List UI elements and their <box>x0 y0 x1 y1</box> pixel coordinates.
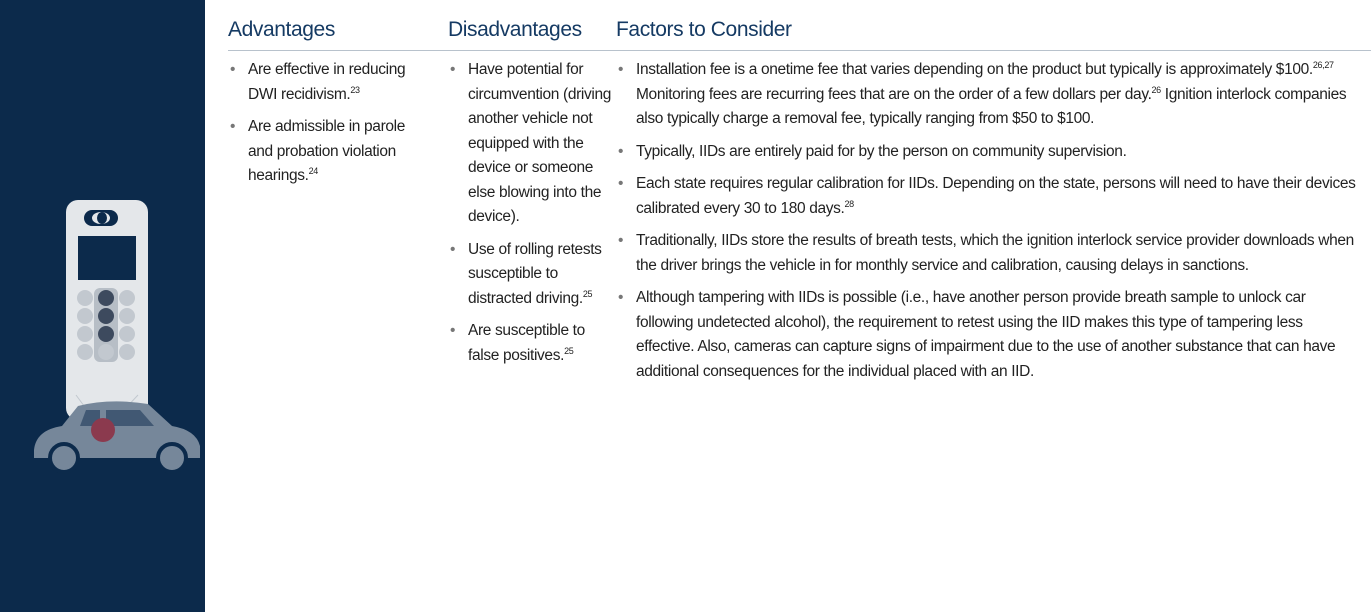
bullet-list: Have potential for circumvention (drivin… <box>448 58 618 368</box>
item-text: Are effective in reducing DWI recidivism… <box>248 61 406 103</box>
item-text: Typically, IIDs are entirely paid for by… <box>636 142 1127 160</box>
item-text: Although tampering with IIDs is possible… <box>636 289 1336 380</box>
item-text: Use of rolling retests susceptible to di… <box>468 240 602 307</box>
item-text: Are susceptible to false positives. <box>468 322 585 364</box>
column: Factors to Consider Installation fee is a… <box>616 18 1361 392</box>
column: Disadvantages Have potential for circumve… <box>448 18 618 376</box>
bullet-item: Have potential for circumvention (drivin… <box>450 58 618 230</box>
footnote-ref: 25 <box>564 345 574 356</box>
bullet-list: Installation fee is a onetime fee that v… <box>616 58 1361 384</box>
column: Advantages Are effective in reducing DWI … <box>228 18 428 197</box>
footnote-ref: 26,27 <box>1312 59 1334 70</box>
bullet-item: Typically, IIDs are entirely paid for by… <box>618 140 1361 165</box>
column-heading: Disadvantages <box>448 18 582 41</box>
footnote-ref: 23 <box>350 84 360 95</box>
bullet-list: Are effective in reducing DWI recidivism… <box>228 58 428 189</box>
bullet-item: Traditionally, IIDs store the results of… <box>618 229 1361 278</box>
bullet-item: Each state requires regular calibration … <box>618 172 1361 221</box>
bullet-item: Use of rolling retests susceptible to di… <box>450 238 618 312</box>
bullet-item: Are effective in reducing DWI recidivism… <box>230 58 428 107</box>
footnote-ref: 28 <box>844 198 855 209</box>
side-panel <box>0 0 205 612</box>
column-heading: Factors to Consider <box>616 18 792 41</box>
item-text: Monitoring fees are recurring fees that … <box>636 85 1152 103</box>
bullet-item: Are susceptible to false positives.25 <box>450 319 618 368</box>
item-text: Installation fee is a onetime fee that v… <box>636 61 1313 78</box>
illustration <box>34 200 200 474</box>
item-text: Ignition interlock companies also typica… <box>636 85 1347 128</box>
bullet-item: Although tampering with IIDs is possible… <box>618 286 1361 384</box>
item-text: Are admissible in parole and probation v… <box>248 118 406 184</box>
column-heading: Advantages <box>228 18 335 41</box>
footnote-ref: 25 <box>582 288 593 299</box>
item-text: Each state requires regular calibration … <box>636 175 1356 217</box>
footnote-ref: 26 <box>1151 84 1162 95</box>
bullet-item: Installation fee is a onetime fee that v… <box>618 58 1361 132</box>
item-text: Have potential for circumvention (drivin… <box>468 61 612 225</box>
footnote-ref: 24 <box>308 165 319 176</box>
heading-rule <box>228 50 1371 51</box>
item-text: Traditionally, IIDs store the results of… <box>636 232 1354 274</box>
bullet-item: Are admissible in parole and probation v… <box>230 115 428 189</box>
